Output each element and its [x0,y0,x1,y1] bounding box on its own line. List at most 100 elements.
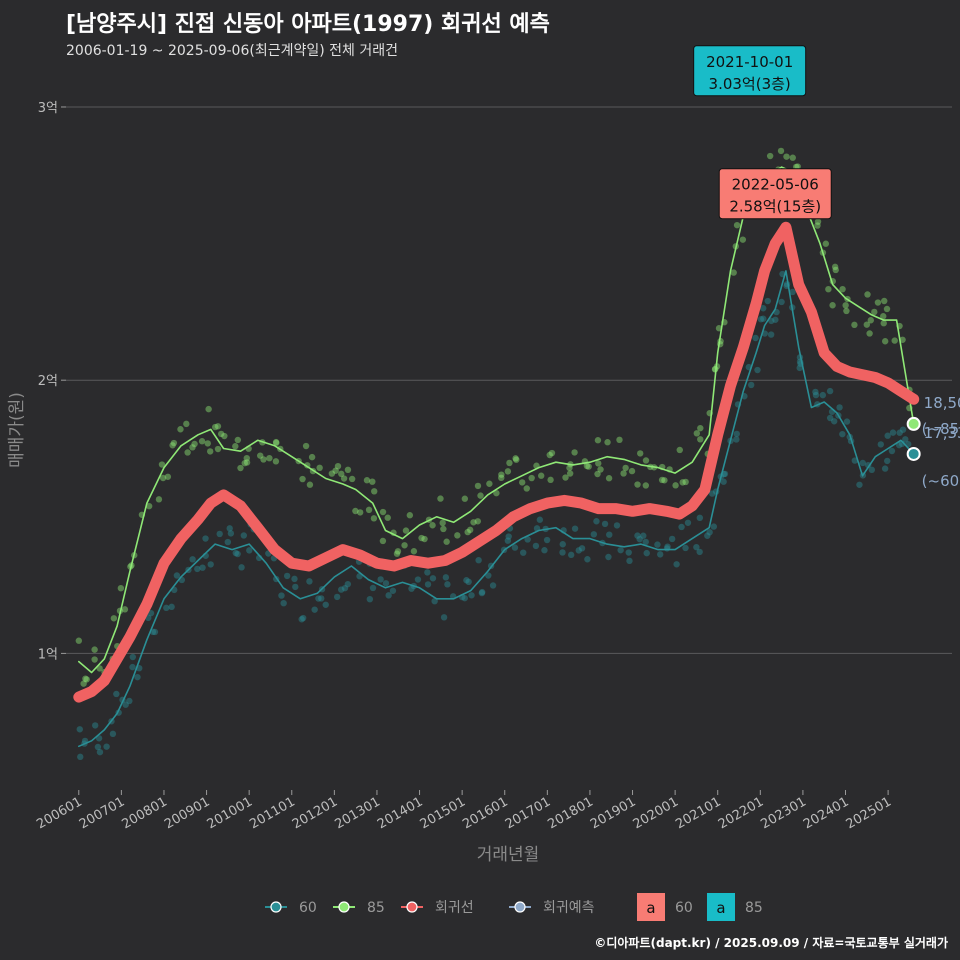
callout-price: 3.03억(3층) [709,75,791,93]
scatter-point [91,722,99,729]
series-line-regression [73,221,920,703]
scatter-point [634,481,641,488]
scatter-point [505,533,512,540]
scatter-point [189,444,196,451]
scatter-point [721,470,729,478]
scatter-point [234,436,242,444]
y-tick-label: 1억 [38,647,58,662]
scatter-point [442,574,450,581]
scatter-point [122,701,129,708]
scatter-point [189,556,196,563]
scatter-point [697,436,704,443]
legend: 60 85 회귀선 회귀예측 a 60 a 85 [265,893,763,921]
scatter-point [548,449,556,457]
scatter-point [299,614,307,622]
x-tick-label: 202101 [673,794,723,832]
scatter-point [843,307,850,315]
scatter-point [344,580,352,588]
scatter-point [640,532,647,539]
scatter-point [498,474,505,482]
scatter-point [902,436,909,443]
scatter-point [819,391,827,399]
scatter-point [536,516,544,523]
scatter-point [474,518,482,525]
scatter-point [679,479,686,486]
scatter-point [344,466,352,474]
scatter-point [880,320,887,327]
scatter-point [597,466,604,473]
scatter-point [733,221,741,229]
scatter-point [682,544,689,552]
scatter-point [338,586,345,593]
scatter-point [842,302,849,309]
scatter-point [145,502,153,510]
scatter-point [752,334,759,342]
scatter-point [654,541,661,548]
scatter-point [384,514,391,521]
scatter-point [468,592,475,599]
scatter-point [696,548,703,556]
scatter-point [562,474,569,481]
scatter-point [394,548,402,555]
scatter-point [315,595,322,602]
scatter-point [205,405,212,413]
end-point [906,446,921,461]
scatter-point [634,532,641,539]
scatter-point [498,471,505,478]
scatter-point [159,474,167,482]
legend-swatch-key: a [646,899,655,917]
end-area-label: (~60㎡) [922,472,960,490]
scatter-point [754,366,761,374]
scatter-point [443,538,450,545]
legend-label: 60 [299,900,317,916]
scatter-point [163,604,170,612]
scatter-point [431,597,438,605]
scatter-point [673,561,680,568]
scatter-point [493,489,500,497]
scatter-point [207,561,214,568]
scatter-point [94,743,102,751]
scatter-point [341,584,349,592]
scatter-point [826,414,834,422]
scatter-point [232,443,239,450]
scatter-point [859,459,866,467]
scatter-point [764,297,771,305]
scatter-point [199,564,206,571]
scatter-point [393,550,401,557]
scatter-point [864,291,871,298]
scatter-point [843,418,851,425]
scatter-point [822,240,830,247]
legend-label: 85 [367,900,385,916]
scatter-point [204,440,211,447]
scatter-point [121,606,129,613]
scatter-point [302,442,310,450]
scatter-point [338,470,345,478]
scatter-point [406,512,414,519]
scatter-point [110,615,118,622]
scatter-point [668,535,676,543]
scatter-point [739,236,747,243]
scatter-point [334,462,342,470]
scatter-point [888,447,896,455]
scatter-point [881,465,889,472]
scatter-point [216,530,223,538]
scatter-point [871,308,878,316]
scatter-point [899,336,906,343]
x-tick-label: 201901 [588,794,638,832]
scatter-point [578,545,586,552]
scatter-point [826,387,834,395]
scatter-point [243,459,251,466]
scatter-point [328,470,336,477]
callout-price: 2.58억(15층) [729,198,821,216]
scatter-point [96,748,104,756]
scatter-point [283,572,291,580]
scatter-point [340,475,348,482]
legend-item: 회귀예측 [509,900,595,916]
scatter-point [76,726,83,733]
scatter-point [851,321,858,329]
scatter-point [661,477,668,484]
legend-swatch-label: 60 [675,900,693,916]
scatter-point [839,430,846,438]
scatter-point [369,584,377,592]
legend-swatch [707,893,735,921]
